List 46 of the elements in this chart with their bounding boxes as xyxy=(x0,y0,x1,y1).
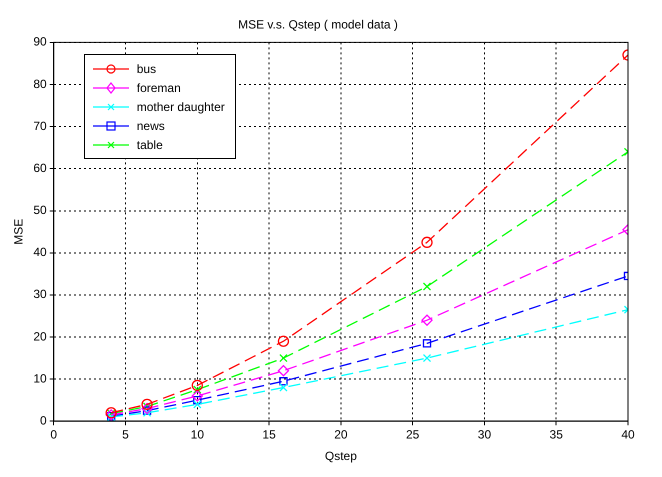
x-tick-label: 5 xyxy=(122,428,130,442)
x-axis-title: Qstep xyxy=(324,449,358,464)
legend-label: mother daughter xyxy=(136,100,225,114)
point xyxy=(278,336,290,347)
point xyxy=(278,365,290,376)
x-tick-label: 30 xyxy=(478,428,492,442)
x-tick-label: 10 xyxy=(190,428,204,442)
chart-title: MSE v.s. Qstep ( model data ) xyxy=(238,18,398,32)
point xyxy=(193,385,202,394)
y-tick-label: 90 xyxy=(33,34,48,49)
x-tick-label: 35 xyxy=(550,428,564,442)
point xyxy=(192,390,203,402)
point xyxy=(422,354,432,362)
legend-label: news xyxy=(136,118,165,133)
x-tick-label: 0 xyxy=(50,428,58,442)
x-tick-label: 15 xyxy=(262,428,276,442)
point xyxy=(193,396,202,404)
point xyxy=(279,354,288,362)
x-tick-label: 40 xyxy=(621,428,635,442)
legend-label: bus xyxy=(136,62,156,76)
point xyxy=(193,400,202,409)
point xyxy=(422,339,432,348)
point xyxy=(421,236,433,248)
y-tick-label: 50 xyxy=(33,203,48,218)
y-tick-label: 10 xyxy=(33,371,48,386)
point xyxy=(106,409,117,421)
x-tick-label: 20 xyxy=(334,428,348,442)
y-tick-label: 30 xyxy=(33,287,48,302)
x-tick-label: 25 xyxy=(406,428,420,442)
y-tick-label: 0 xyxy=(40,414,48,428)
legend-label: foreman xyxy=(136,80,181,95)
y-tick-label: 70 xyxy=(33,118,48,133)
y-axis-title: MSE xyxy=(12,218,26,245)
point xyxy=(142,406,152,415)
y-tick-label: 20 xyxy=(33,329,48,344)
y-tick-label: 80 xyxy=(33,76,48,91)
point xyxy=(141,402,153,414)
point xyxy=(192,380,203,392)
point xyxy=(422,282,432,291)
point xyxy=(141,398,153,410)
point xyxy=(421,314,433,326)
point xyxy=(279,377,288,386)
point xyxy=(279,383,288,392)
y-tick-label: 40 xyxy=(33,245,48,260)
y-tick-label: 60 xyxy=(33,160,48,175)
legend-label: table xyxy=(136,138,163,152)
